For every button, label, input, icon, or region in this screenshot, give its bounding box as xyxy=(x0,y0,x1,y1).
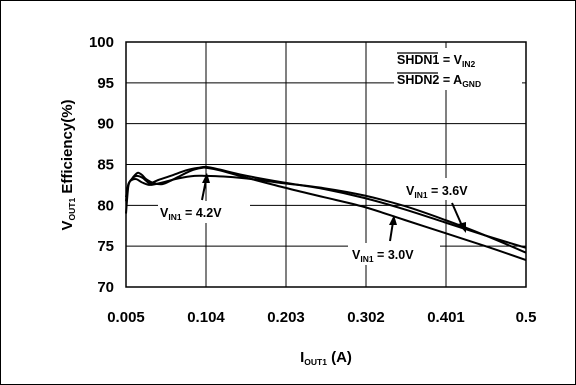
arrowhead-3v6 xyxy=(458,222,466,233)
x-tick-label: 0.005 xyxy=(107,309,145,326)
x-tick-label: 0.203 xyxy=(267,309,305,326)
series-label-3v6: VIN1 = 3.6V xyxy=(406,184,468,200)
y-tick-label: 90 xyxy=(97,116,114,133)
label-3v0-backdrop xyxy=(348,243,440,265)
y-tick-label: 80 xyxy=(97,197,114,214)
y-tick-label: 95 xyxy=(97,75,114,92)
arrow-4v2 xyxy=(201,179,207,201)
label-4v2-backdrop xyxy=(158,201,250,223)
label-3v6-backdrop xyxy=(402,178,498,200)
y-tick-label: 70 xyxy=(97,279,114,296)
arrowhead-4v2 xyxy=(202,173,210,183)
series-label-3v0: VIN1 = 3.0V xyxy=(352,248,414,264)
series-line-3.0V xyxy=(125,166,527,262)
plot-area xyxy=(125,41,527,288)
annotation-shdn1: SHDN1 = VIN2 xyxy=(397,53,475,69)
y-axis-label: VOUT1 Efficiency(%) xyxy=(59,99,77,230)
x-tick-label: 0.401 xyxy=(427,309,465,326)
arrow-3v0 xyxy=(389,221,394,242)
x-tick-label: 0.5 xyxy=(516,309,537,326)
annotation-shdn2: SHDN2 = AGND xyxy=(397,73,481,89)
tick-labels: 0.005 0.104 0.203 0.302 0.401 0.5 70 75 80 85 90 95… xyxy=(89,34,536,326)
annotation-backdrop xyxy=(394,48,522,90)
x-tick-label: 0.302 xyxy=(347,309,385,326)
arrowhead-3v0 xyxy=(389,215,397,225)
x-tick-label: 0.104 xyxy=(187,309,225,326)
y-tick-label: 75 xyxy=(97,238,114,255)
series-label-4v2: VIN1 = 4.2V xyxy=(160,206,222,222)
y-tick-label: 100 xyxy=(89,34,114,51)
x-axis-label: IOUT1 (A) xyxy=(300,349,352,367)
y-tick-label: 85 xyxy=(97,157,114,174)
